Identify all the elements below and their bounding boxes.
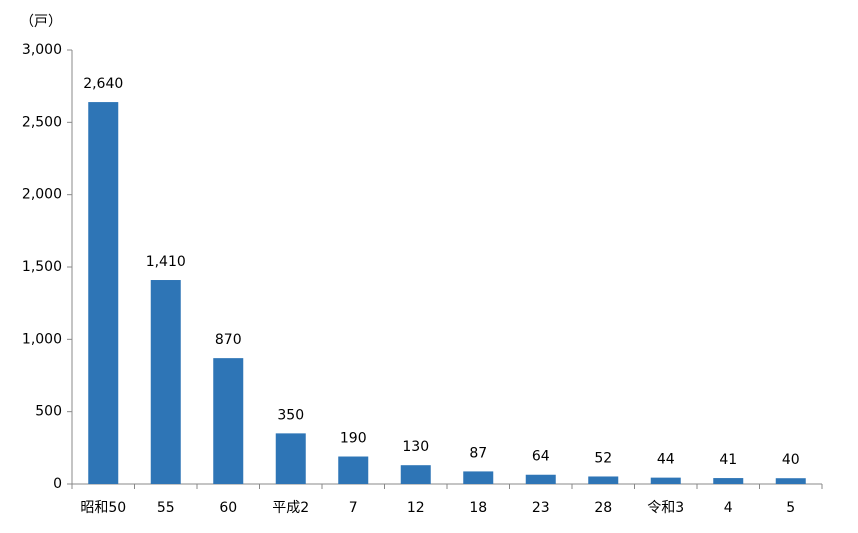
value-label: 2,640 xyxy=(83,76,123,92)
value-label: 190 xyxy=(340,431,367,447)
bar xyxy=(213,358,244,484)
y-tick-label: 0 xyxy=(53,476,62,492)
y-tick-label: 500 xyxy=(35,404,62,420)
y-tick-label: 3,000 xyxy=(22,42,62,58)
value-label: 130 xyxy=(402,439,429,455)
y-tick-label: 1,000 xyxy=(22,331,62,347)
bar xyxy=(275,433,306,484)
value-label: 1,410 xyxy=(146,254,186,270)
x-tick-label: 12 xyxy=(407,500,425,516)
bar xyxy=(463,471,494,484)
value-label: 52 xyxy=(594,450,612,466)
x-tick-label: 昭和50 xyxy=(80,500,126,516)
value-label: 41 xyxy=(719,452,737,468)
bar xyxy=(525,474,556,484)
value-label: 40 xyxy=(782,452,800,468)
bar xyxy=(713,478,744,484)
bar xyxy=(88,102,119,484)
y-tick-label: 2,000 xyxy=(22,187,62,203)
bar xyxy=(588,476,619,484)
value-label: 87 xyxy=(469,445,487,461)
x-tick-label: 5 xyxy=(786,500,795,516)
x-tick-label: 60 xyxy=(219,500,237,516)
value-label: 64 xyxy=(532,449,550,465)
bar xyxy=(775,478,806,484)
bar xyxy=(150,280,181,484)
y-tick-label: 2,500 xyxy=(22,114,62,130)
x-tick-label: 23 xyxy=(532,500,550,516)
value-label: 870 xyxy=(215,332,242,348)
value-label: 350 xyxy=(277,407,304,423)
y-tick-label: 1,500 xyxy=(22,259,62,275)
value-label: 44 xyxy=(657,452,675,468)
x-tick-label: 28 xyxy=(594,500,612,516)
x-tick-label: 7 xyxy=(349,500,358,516)
y-axis-label: （戸） xyxy=(20,14,62,30)
bar xyxy=(650,477,681,484)
x-tick-label: 18 xyxy=(469,500,487,516)
x-tick-label: 4 xyxy=(724,500,733,516)
x-tick-label: 55 xyxy=(157,500,175,516)
x-tick-label: 令和3 xyxy=(647,500,684,516)
bar xyxy=(338,456,369,484)
bar xyxy=(400,465,431,484)
x-tick-label: 平成2 xyxy=(272,500,309,516)
